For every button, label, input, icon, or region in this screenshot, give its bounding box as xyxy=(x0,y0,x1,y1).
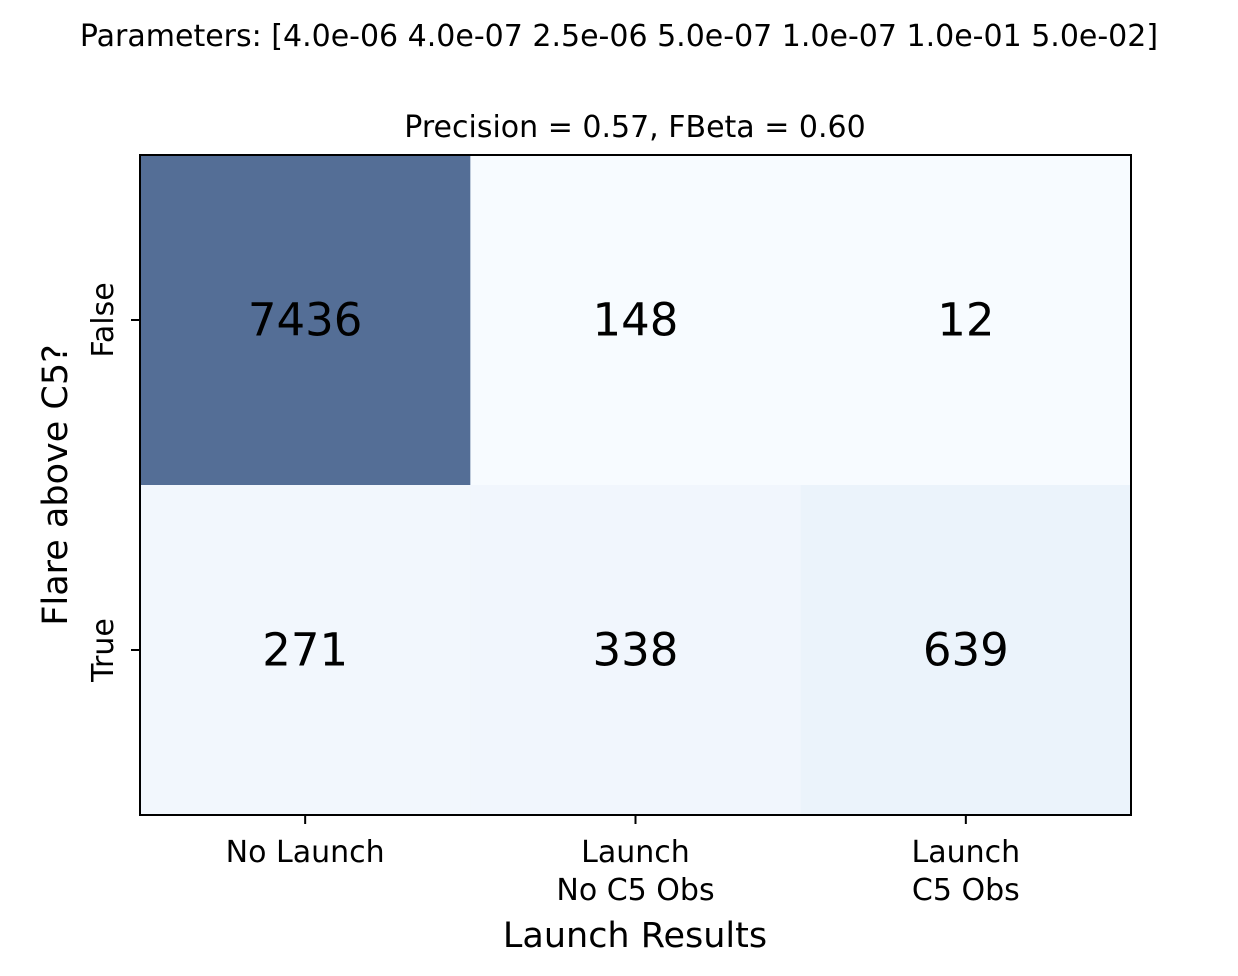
heatmap-cell xyxy=(140,155,471,486)
heatmap-cell xyxy=(800,155,1132,486)
heatmap-cell xyxy=(470,485,802,816)
cell-value-label: 338 xyxy=(593,624,679,677)
heatmap-cell xyxy=(140,485,471,816)
cell-value-label: 7436 xyxy=(248,294,363,347)
cell-value-label: 12 xyxy=(937,294,994,347)
chart-title: Precision = 0.57, FBeta = 0.60 xyxy=(404,110,865,145)
y-tick-label: True xyxy=(86,618,121,683)
x-tick-label: C5 Obs xyxy=(912,873,1020,908)
heatmap-cell xyxy=(470,155,802,486)
heatmap-cells: 7436 148 12 271 338 639 xyxy=(140,155,1132,816)
figure-suptitle: Parameters: [4.0e-06 4.0e-07 2.5e-06 5.0… xyxy=(80,19,1158,54)
heatmap-cell xyxy=(800,485,1132,816)
y-axis-label: Flare above C5? xyxy=(36,344,76,625)
x-tick-label: Launch xyxy=(581,835,690,870)
y-tick-label: False xyxy=(86,282,121,357)
x-axis-label: Launch Results xyxy=(503,916,767,956)
cell-value-label: 271 xyxy=(262,624,348,677)
x-tick-label: Launch xyxy=(912,835,1021,870)
cell-value-label: 639 xyxy=(923,624,1009,677)
x-tick-label: No C5 Obs xyxy=(556,873,714,908)
x-tick-label: No Launch xyxy=(226,835,385,870)
cell-value-label: 148 xyxy=(593,294,679,347)
